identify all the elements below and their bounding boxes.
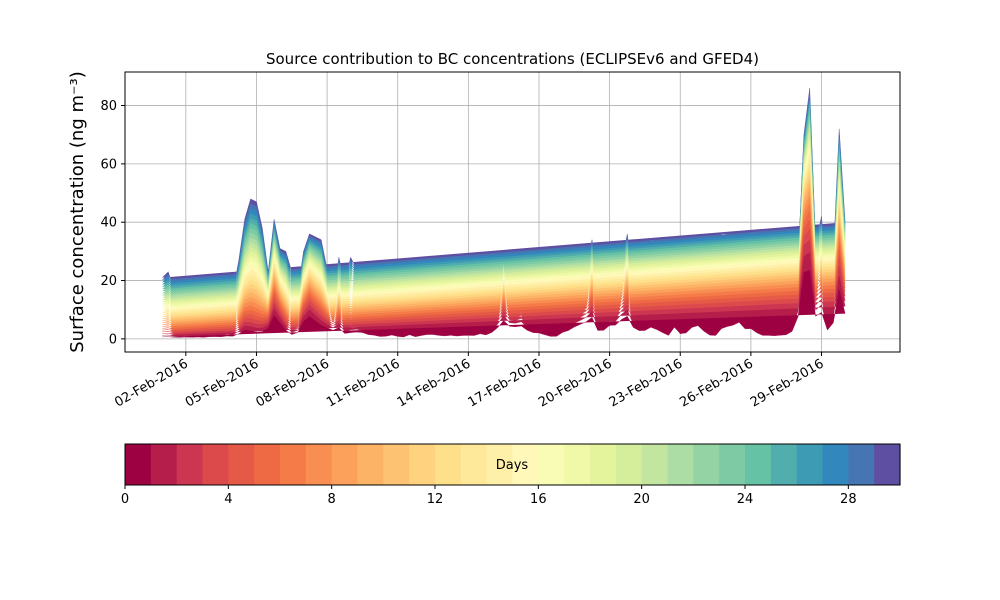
y-axis-label: Surface concentration (ng m⁻³) <box>67 71 88 353</box>
colorbar-bin <box>590 444 617 485</box>
x-tick-label: 29-Feb-2016 <box>748 356 827 410</box>
colorbar-tick-label: 12 <box>427 492 444 507</box>
colorbar-bin <box>538 444 565 485</box>
colorbar: Days 0 4 8 12 16 20 24 28 <box>121 443 901 507</box>
x-tick-label: 26-Feb-2016 <box>677 356 756 410</box>
chart-title: Source contribution to BC concentrations… <box>266 50 759 68</box>
colorbar-bin <box>409 444 436 485</box>
colorbar-tick-label: 20 <box>633 492 650 507</box>
x-axis: 02-Feb-201605-Feb-201608-Feb-201611-Feb-… <box>112 352 827 410</box>
colorbar-tick-label: 28 <box>840 492 857 507</box>
colorbar-tick-label: 16 <box>530 492 547 507</box>
plot-frame <box>124 71 901 353</box>
colorbar-bin <box>564 444 591 485</box>
colorbar-bin <box>228 444 255 485</box>
colorbar-bin <box>357 444 384 485</box>
colorbar-bin <box>202 444 229 485</box>
colorbar-bin <box>305 444 333 485</box>
y-tick-label: 0 <box>109 332 117 347</box>
x-tick-label: 11-Feb-2016 <box>324 356 403 410</box>
x-tick-label: 08-Feb-2016 <box>254 356 333 410</box>
y-tick-label: 60 <box>100 157 117 172</box>
colorbar-bin <box>486 444 514 485</box>
colorbar-bin <box>280 444 307 485</box>
colorbar-bin <box>254 444 281 485</box>
colorbar-bin <box>512 444 539 485</box>
x-tick-label: 17-Feb-2016 <box>465 356 544 410</box>
colorbar-bin <box>615 444 643 485</box>
y-axis: 0 20 40 60 80 <box>100 99 125 347</box>
colorbar-bin <box>822 444 849 485</box>
colorbar-bins <box>125 444 901 485</box>
colorbar-bin <box>719 444 746 485</box>
stacked-areas <box>162 87 846 338</box>
plot-area: 0 20 40 60 80 02-Feb-201605-Feb-201608-Feb-2… <box>100 71 901 410</box>
y-tick-label: 20 <box>100 274 117 289</box>
colorbar-bin <box>460 444 488 485</box>
colorbar-bin <box>125 444 152 485</box>
colorbar-tick-label: 4 <box>224 492 232 507</box>
colorbar-frame <box>124 443 901 486</box>
colorbar-bin <box>435 444 462 485</box>
colorbar-bin <box>667 444 694 485</box>
y-tick-label: 80 <box>100 99 117 114</box>
x-tick-label: 23-Feb-2016 <box>607 356 686 410</box>
colorbar-tick-label: 8 <box>328 492 336 507</box>
x-tick-label: 05-Feb-2016 <box>183 356 262 410</box>
colorbar-bin <box>150 444 178 485</box>
colorbar-bin <box>848 444 875 485</box>
colorbar-bin <box>383 444 410 485</box>
x-tick-label: 02-Feb-2016 <box>112 356 191 410</box>
colorbar-label: Days <box>496 458 529 473</box>
colorbar-bin <box>770 444 798 485</box>
colorbar-ticks: 0 4 8 12 16 20 24 28 <box>121 485 857 507</box>
y-tick-label: 40 <box>100 216 117 231</box>
area-layer-day-0 <box>162 270 846 338</box>
colorbar-bin <box>641 444 669 485</box>
colorbar-bin <box>331 444 359 485</box>
colorbar-tick-label: 0 <box>121 492 129 507</box>
colorbar-bin <box>745 444 772 485</box>
colorbar-tick-label: 24 <box>737 492 754 507</box>
colorbar-bin <box>874 444 901 485</box>
colorbar-bin <box>796 444 824 485</box>
x-tick-label: 14-Feb-2016 <box>395 356 474 410</box>
x-tick-label: 20-Feb-2016 <box>536 356 615 410</box>
colorbar-bin <box>176 444 204 485</box>
colorbar-bin <box>693 444 720 485</box>
